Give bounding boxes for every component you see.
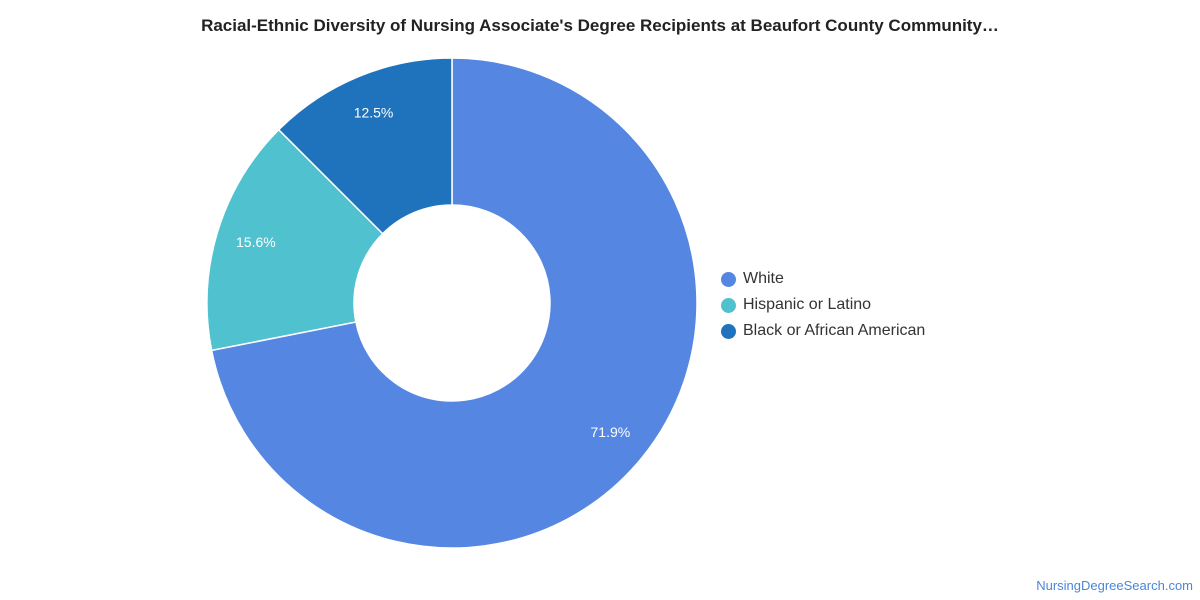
legend-label-white: White (743, 270, 784, 287)
slice-white[interactable] (210, 57, 698, 549)
legend-swatch-hispanic-or-latino (721, 297, 736, 313)
chart-title: Racial-Ethnic Diversity of Nursing Assoc… (201, 16, 999, 35)
slice-label-black-or-african-american: 12.5% (354, 104, 394, 120)
legend-item-hispanic-or-latino[interactable]: Hispanic or Latino (721, 292, 925, 318)
slice-hispanic-or-latino[interactable] (206, 128, 384, 352)
chart-legend: White Hispanic or Latino Black or Africa… (721, 266, 925, 344)
legend-swatch-black-or-african-american (721, 323, 736, 339)
legend-swatch-white (721, 271, 736, 287)
legend-item-black-or-african-american[interactable]: Black or African American (721, 318, 925, 344)
slice-label-white: 71.9% (591, 424, 631, 440)
legend-label-hispanic-or-latino: Hispanic or Latino (743, 296, 872, 313)
legend-item-white[interactable]: White (721, 266, 925, 292)
source-credit-link[interactable]: NursingDegreeSearch.com (1036, 578, 1193, 593)
legend-label-black-or-african-american: Black or African American (743, 322, 926, 339)
slice-label-hispanic-or-latino: 15.6% (236, 234, 276, 250)
slice-black-or-african-american[interactable] (277, 57, 453, 235)
